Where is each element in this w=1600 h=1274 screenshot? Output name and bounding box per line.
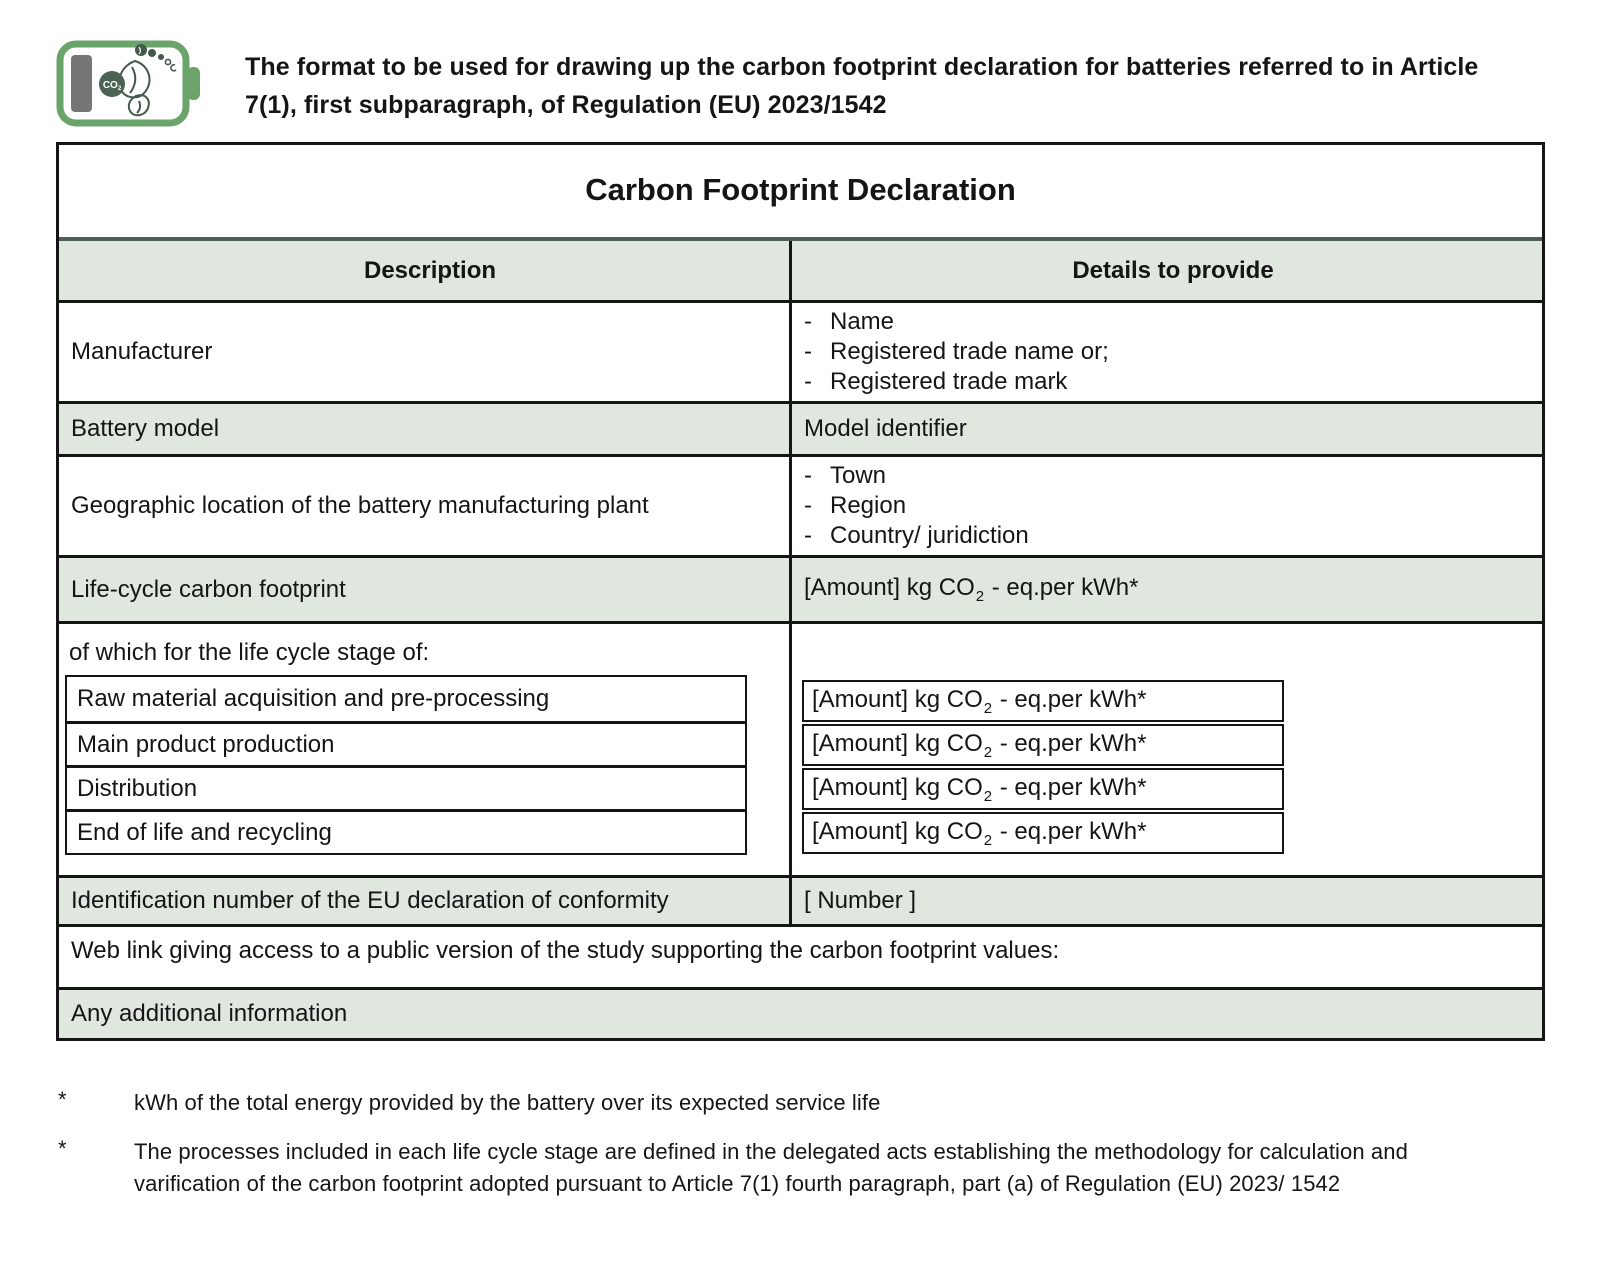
bullet-dash: -: [804, 522, 812, 549]
amount-text: [Amount] kg CO2 - eq.per kWh*: [804, 574, 1139, 605]
list-item: - Country/ juridiction: [804, 521, 1542, 551]
column-header-details: Details to provide: [789, 241, 1542, 300]
geographic-location-label: Geographic location of the battery manuf…: [71, 492, 649, 519]
battery-model-label: Battery model: [71, 415, 220, 442]
page-heading: The format to be used for drawing up the…: [245, 53, 1479, 119]
co2-circle-icon: [99, 71, 125, 97]
page-header: CO2 The format to be used for drawing up…: [0, 0, 1600, 130]
list-item-text: Country/ juridiction: [830, 522, 1029, 549]
footnote-marker: *: [58, 1087, 67, 1112]
amount-box: [Amount] kg CO2 - eq.per kWh*: [802, 768, 1284, 810]
manufacturer-label: Manufacturer: [71, 338, 213, 365]
list-item: - Region: [804, 491, 1542, 521]
table-header-row: Description Details to provide: [59, 237, 1542, 300]
list-item: - Name: [804, 307, 1542, 337]
co2-label: CO2: [103, 80, 122, 92]
row-geographic-location: Geographic location of the battery manuf…: [59, 454, 1542, 555]
table-title: Carbon Footprint Declaration: [585, 172, 1016, 207]
lifecycle-footprint-amount: [Amount] kg CO2 - eq.per kWh*: [789, 558, 1542, 621]
web-link-label: Web link giving access to a public versi…: [71, 937, 1060, 964]
toes-icon: [135, 44, 177, 72]
amount-box: [Amount] kg CO2 - eq.per kWh*: [802, 680, 1284, 722]
list-item: - Registered trade mark: [804, 367, 1542, 397]
additional-info-label: Any additional information: [71, 1000, 348, 1027]
list-item: - Town: [804, 461, 1542, 491]
row-eu-declaration-id: Identification number of the EU declarat…: [59, 875, 1542, 924]
footprint-icon: [118, 59, 151, 117]
carbon-footprint-declaration-table: Carbon Footprint Declaration Description…: [56, 142, 1545, 1041]
stage-box: Distribution: [67, 765, 745, 809]
footnote: * kWh of the total energy provided by th…: [58, 1087, 1560, 1119]
amount-boxes: [Amount] kg CO2 - eq.per kWh* [Amount] k…: [802, 680, 1284, 854]
footnotes: * kWh of the total energy provided by th…: [58, 1087, 1560, 1200]
footnote-text: kWh of the total energy provided by the …: [134, 1090, 881, 1115]
footnote-text: The processes included in each life cycl…: [134, 1139, 1408, 1196]
battery-terminal-icon: [187, 67, 200, 100]
bullet-dash: -: [804, 462, 812, 489]
row-lifecycle-stages: of which for the life cycle stage of: Ra…: [59, 621, 1542, 875]
list-item-text: Registered trade mark: [830, 368, 1068, 395]
stage-box: End of life and recycling: [67, 809, 745, 853]
footnote-marker: *: [58, 1136, 67, 1161]
stage-box: Main product production: [67, 721, 745, 765]
amount-box: [Amount] kg CO2 - eq.per kWh*: [802, 724, 1284, 766]
column-header-description: Description: [363, 256, 497, 284]
eu-declaration-label: Identification number of the EU declarat…: [71, 887, 669, 914]
row-battery-model: Battery model Model identifier: [59, 401, 1542, 454]
carbon-footprint-battery-logo: CO2: [56, 40, 200, 127]
list-item-text: Registered trade name or;: [830, 338, 1109, 365]
geographic-location-details: - Town - Region - Country/ juridiction: [789, 457, 1542, 555]
lifecycle-footprint-label: Life-cycle carbon footprint: [71, 575, 346, 603]
lifecycle-stages-right: [Amount] kg CO2 - eq.per kWh* [Amount] k…: [789, 624, 1542, 875]
list-item-text: Town: [830, 462, 887, 489]
lifecycle-stages-label: of which for the life cycle stage of:: [69, 639, 430, 666]
list-item: - Registered trade name or;: [804, 337, 1542, 367]
bullet-dash: -: [804, 338, 812, 365]
row-web-link: Web link giving access to a public versi…: [59, 924, 1542, 987]
amount-box: [Amount] kg CO2 - eq.per kWh*: [802, 812, 1284, 854]
row-manufacturer: Manufacturer - Name - Registered trade nam…: [59, 300, 1542, 401]
battery-charge-bar-icon: [71, 55, 92, 112]
table-title-row: Carbon Footprint Declaration: [59, 145, 1542, 237]
list-item-text: Region: [830, 492, 907, 519]
row-additional-info: Any additional information: [59, 987, 1542, 1038]
bullet-dash: -: [804, 368, 812, 395]
lifecycle-stages-left: of which for the life cycle stage of: Ra…: [59, 624, 789, 875]
bullet-dash: -: [804, 308, 812, 335]
stage-box: Raw material acquisition and pre-process…: [77, 685, 550, 712]
eu-declaration-number: [ Number ]: [789, 878, 1542, 924]
footnote: * The processes included in each life cy…: [58, 1136, 1560, 1200]
row-lifecycle-footprint: Life-cycle carbon footprint [Amount] kg …: [59, 555, 1542, 621]
battery-model-details: Model identifier: [789, 404, 1542, 454]
list-item-text: Name: [830, 308, 895, 335]
manufacturer-details: - Name - Registered trade name or; - Regist…: [789, 303, 1542, 401]
stage-boxes: Raw material acquisition and pre-process…: [65, 675, 747, 855]
bullet-dash: -: [804, 492, 812, 519]
